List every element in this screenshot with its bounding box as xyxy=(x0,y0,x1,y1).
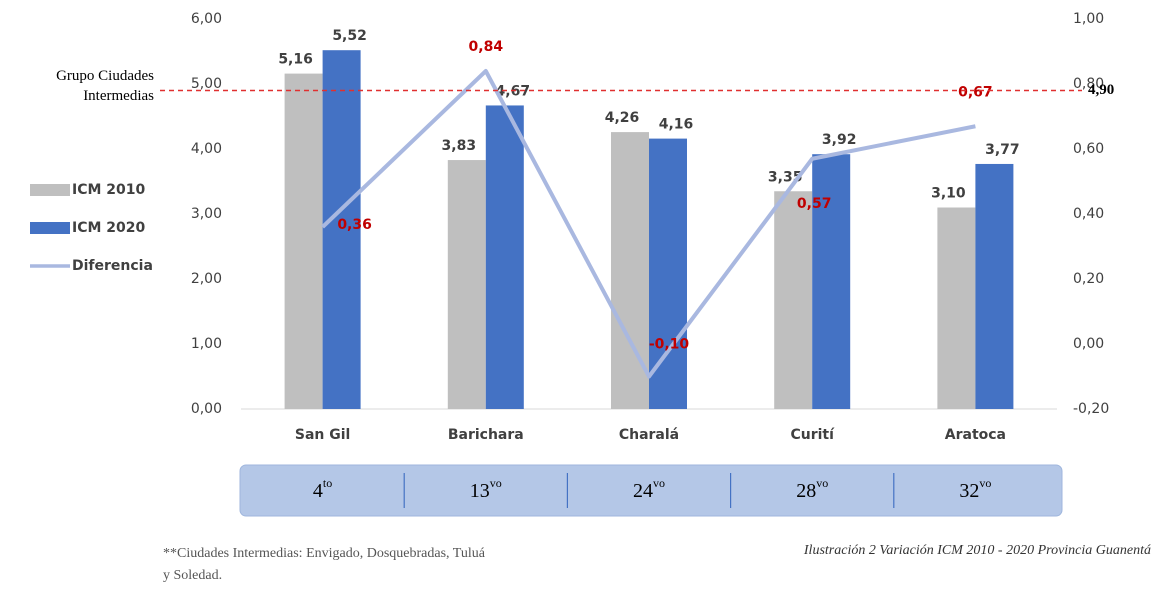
y-tick-label: 5,00 xyxy=(191,76,222,92)
y-tick-label: 1,00 xyxy=(191,336,222,352)
bar xyxy=(322,50,361,409)
y-tick-label: 4,00 xyxy=(191,141,222,157)
bar xyxy=(485,105,524,409)
line xyxy=(321,69,976,379)
x-tick-label: Charalá xyxy=(619,427,679,443)
bar-value-label: 5,16 xyxy=(278,52,313,68)
y2-tick-label: 0,60 xyxy=(1073,141,1104,157)
bar xyxy=(774,191,813,409)
rank-number: 24 xyxy=(633,480,653,502)
x-tick-label: Curití xyxy=(790,427,835,443)
rank-label: 4to xyxy=(313,476,332,502)
x-tick-label: Barichara xyxy=(448,427,524,443)
bar-value-label: 4,16 xyxy=(659,117,694,133)
rank-label: 24vo xyxy=(633,476,665,502)
caption: Ilustración 2 Variación ICM 2010 - 2020 … xyxy=(803,543,1151,558)
y-tick-label: 3,00 xyxy=(191,206,222,222)
rank-suffix: vo xyxy=(979,476,991,490)
line-value-label: 0,84 xyxy=(469,39,504,55)
reference-value-label: 4,90 xyxy=(1088,82,1114,98)
y2-tick-label: 0,20 xyxy=(1073,271,1104,287)
rank-number: 4 xyxy=(313,480,323,502)
rank-label: 28vo xyxy=(796,476,828,502)
bar xyxy=(649,138,687,409)
rank-number: 13 xyxy=(470,480,490,502)
bar xyxy=(812,154,851,409)
reference-label: Grupo Ciudades Intermedias xyxy=(56,68,154,104)
rank-label: 13vo xyxy=(470,476,502,502)
legend-swatch xyxy=(30,222,70,234)
y-tick-label: 6,00 xyxy=(191,11,222,27)
line-value-label: 0,36 xyxy=(337,217,372,233)
bar-value-label: 3,10 xyxy=(931,186,966,202)
legend-swatch xyxy=(30,184,70,196)
bar-value-label: 3,92 xyxy=(822,132,857,148)
x-tick-label: San Gil xyxy=(295,427,350,443)
legend-label: Diferencia xyxy=(72,258,153,274)
y-tick-label: 0,00 xyxy=(191,401,222,417)
rank-number: 32 xyxy=(959,480,979,502)
bar xyxy=(447,160,486,409)
legend-label: ICM 2010 xyxy=(72,182,146,198)
y2-tick-label: 1,00 xyxy=(1073,11,1104,27)
y2-tick-label: 0,80 xyxy=(1073,76,1104,92)
bar-value-label: 3,77 xyxy=(985,142,1020,158)
bar xyxy=(284,73,323,409)
y2-tick-label: 0,00 xyxy=(1073,336,1104,352)
bar xyxy=(937,207,976,409)
x-tick-label: Aratoca xyxy=(945,427,1006,443)
line-value-label: 0,67 xyxy=(958,84,993,100)
bar-value-label: 3,83 xyxy=(442,138,477,154)
bar xyxy=(975,163,1014,409)
rank-strip xyxy=(239,464,1063,517)
line-value-label: 0,57 xyxy=(797,196,832,212)
y2-tick-label: 0,40 xyxy=(1073,206,1104,222)
bar-value-label: 4,67 xyxy=(496,83,531,99)
line-value-label: -0,10 xyxy=(649,337,690,353)
bar-value-label: 5,52 xyxy=(332,28,367,44)
rank-suffix: vo xyxy=(816,476,828,490)
y2-tick-label: -0,20 xyxy=(1073,401,1109,417)
rank-suffix: to xyxy=(323,476,332,490)
rank-label: 32vo xyxy=(959,476,991,502)
legend-label: ICM 2020 xyxy=(72,220,146,236)
footnote: **Ciudades Intermedias: Envigado, Dosque… xyxy=(163,546,485,583)
y-tick-label: 2,00 xyxy=(191,271,222,287)
bar-value-label: 4,26 xyxy=(605,110,640,126)
rank-number: 28 xyxy=(796,480,816,502)
rank-suffix: vo xyxy=(490,476,502,490)
rank-suffix: vo xyxy=(653,476,665,490)
